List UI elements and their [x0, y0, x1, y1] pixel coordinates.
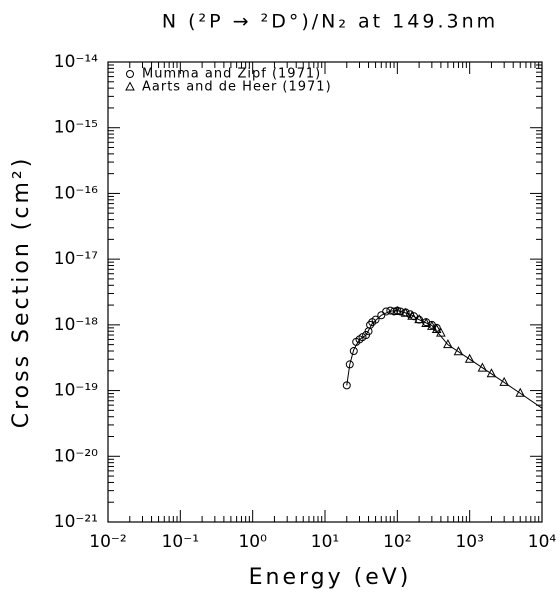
y-tick-label: 10⁻¹⁴ [54, 52, 98, 72]
y-tick-label: 10⁻¹⁶ [54, 183, 98, 203]
legend-label: Aarts and de Heer (1971) [142, 80, 332, 95]
data-point [407, 310, 417, 320]
legend-marker [125, 81, 135, 91]
data-point [349, 347, 358, 356]
data-point [431, 323, 442, 333]
fit-curve [346, 310, 543, 409]
data-point [443, 339, 453, 349]
data-point [453, 346, 464, 356]
x-tick-label: 10⁰ [238, 532, 267, 552]
data-point [477, 362, 488, 372]
data-point [382, 307, 391, 316]
x-tick-label: 10⁴ [528, 532, 557, 552]
data-point [371, 315, 380, 324]
data-point [427, 320, 437, 330]
y-tick-label: 10⁻¹⁸ [54, 315, 98, 335]
chart-title: N (²P → ²D°)/N₂ at 149.3nm [162, 11, 498, 33]
x-tick-label: 10⁻¹ [162, 532, 199, 552]
data-point [400, 307, 411, 317]
x-tick-label: 10⁻² [89, 532, 126, 552]
y-tick-label: 10⁻²¹ [54, 512, 98, 532]
data-point [515, 387, 526, 397]
data-point [342, 381, 351, 390]
y-axis-label: Cross Section (cm²) [9, 156, 34, 429]
data-point [486, 368, 497, 378]
x-tick-label: 10² [383, 532, 411, 552]
data-point [421, 317, 431, 327]
x-tick-label: 10³ [455, 532, 483, 552]
x-tick-label: 10¹ [311, 532, 339, 552]
x-axis-label: Energy (eV) [249, 565, 412, 590]
plot-frame [107, 61, 543, 523]
data-point [392, 305, 403, 315]
y-tick-label: 10⁻¹⁹ [54, 381, 98, 401]
data-point [464, 353, 475, 363]
legend-label: Mumma and Zipf (1971) [142, 67, 321, 82]
y-tick-label: 10⁻¹⁵ [54, 118, 98, 138]
data-point [499, 376, 510, 386]
data-point [366, 320, 375, 329]
data-point [414, 314, 424, 324]
y-tick-label: 10⁻¹⁷ [54, 249, 98, 269]
data-point [436, 327, 446, 337]
data-point [345, 360, 354, 369]
legend-marker [126, 70, 134, 78]
y-tick-label: 10⁻²⁰ [54, 446, 98, 466]
data-point [377, 311, 386, 320]
